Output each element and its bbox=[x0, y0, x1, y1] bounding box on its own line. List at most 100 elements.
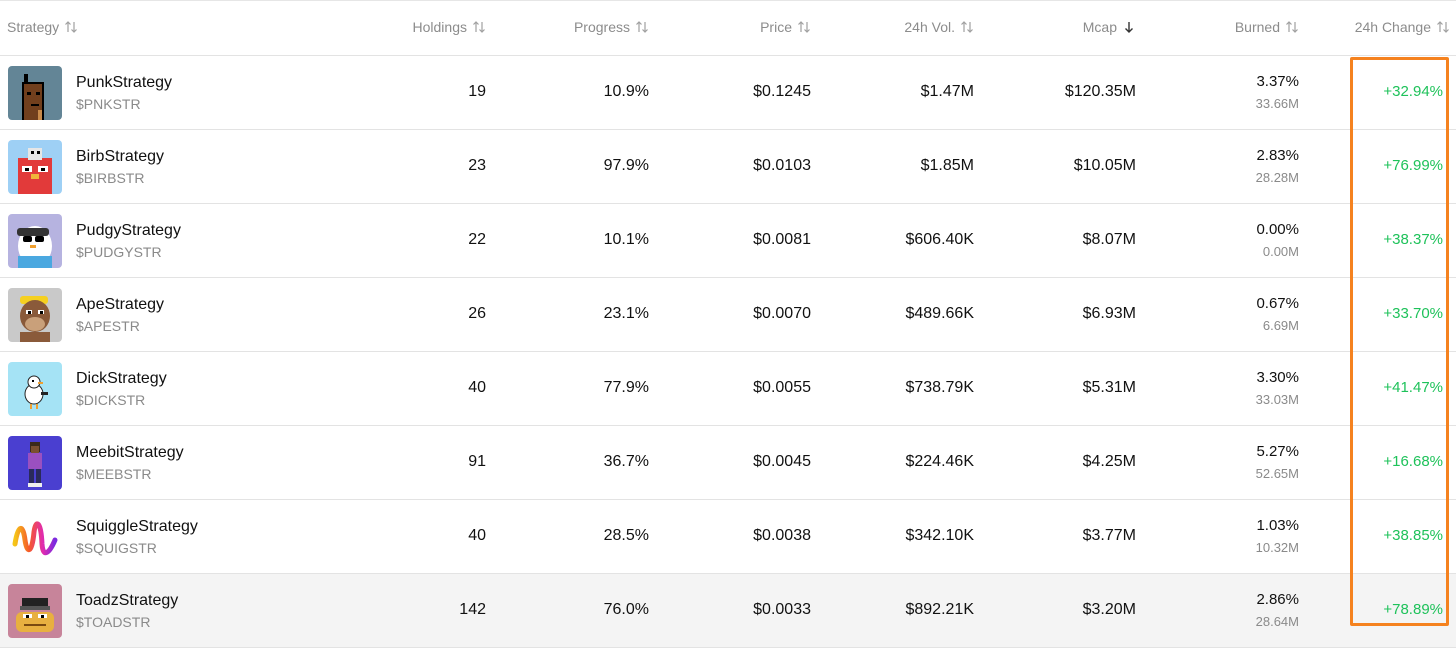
strategy-ticker: $PUDGYSTR bbox=[76, 244, 162, 260]
change-value: +33.70% bbox=[1383, 305, 1443, 322]
header-progress-label: Progress bbox=[573, 19, 630, 35]
strategy-ticker: $BIRBSTR bbox=[76, 170, 145, 186]
vol-value: $1.47M bbox=[920, 83, 974, 100]
burned-percent: 3.37% bbox=[1256, 73, 1299, 90]
header-mcap[interactable]: Mcap bbox=[1083, 19, 1136, 35]
table-header: Strategy Holdings Progress Price 24h Vol… bbox=[0, 0, 1456, 56]
sort-both-icon bbox=[473, 21, 485, 33]
holdings-value: 40 bbox=[468, 379, 486, 396]
vol-value: $606.40K bbox=[905, 231, 974, 248]
vol-value: $892.21K bbox=[905, 601, 974, 618]
vol-value: $224.46K bbox=[905, 453, 974, 470]
burned-amount: 10.32M bbox=[1255, 540, 1299, 555]
table-row[interactable]: BirbStrategy $BIRBSTR 23 97.9% $0.0103 $… bbox=[0, 130, 1456, 204]
strategy-name[interactable]: PudgyStrategy bbox=[76, 222, 181, 239]
table-row[interactable]: PudgyStrategy $PUDGYSTR 22 10.1% $0.0081… bbox=[0, 204, 1456, 278]
progress-value: 97.9% bbox=[603, 157, 649, 174]
strategy-name[interactable]: PunkStrategy bbox=[76, 74, 173, 91]
change-value: +32.94% bbox=[1383, 83, 1443, 100]
price-value: $0.1245 bbox=[753, 83, 811, 100]
header-vol-label: 24h Vol. bbox=[904, 19, 955, 35]
holdings-value: 26 bbox=[468, 305, 486, 322]
burned-percent: 2.86% bbox=[1256, 591, 1299, 608]
burned-percent: 0.00% bbox=[1256, 221, 1299, 238]
header-vol[interactable]: 24h Vol. bbox=[904, 19, 974, 35]
change-value: +38.85% bbox=[1383, 527, 1443, 544]
squiggle-avatar bbox=[8, 510, 62, 564]
table-row[interactable]: DickStrategy $DICKSTR 40 77.9% $0.0055 $… bbox=[0, 352, 1456, 426]
sort-both-icon bbox=[798, 21, 810, 33]
header-price[interactable]: Price bbox=[760, 19, 811, 35]
strategy-ticker: $MEEBSTR bbox=[76, 466, 152, 482]
change-value: +76.99% bbox=[1383, 157, 1443, 174]
dick-avatar bbox=[8, 362, 62, 416]
holdings-value: 19 bbox=[468, 83, 486, 100]
burned-amount: 33.66M bbox=[1255, 96, 1299, 111]
price-value: $0.0045 bbox=[753, 453, 811, 470]
progress-value: 36.7% bbox=[603, 453, 649, 470]
strategy-name[interactable]: BirbStrategy bbox=[76, 148, 165, 165]
header-change-label: 24h Change bbox=[1354, 19, 1431, 35]
price-value: $0.0081 bbox=[753, 231, 811, 248]
mcap-value: $4.25M bbox=[1082, 453, 1136, 470]
vol-value: $342.10K bbox=[905, 527, 974, 544]
header-progress[interactable]: Progress bbox=[574, 19, 649, 35]
ape-avatar bbox=[8, 288, 62, 342]
mcap-value: $3.20M bbox=[1082, 601, 1136, 618]
header-strategy[interactable]: Strategy bbox=[7, 19, 78, 35]
burned-amount: 28.28M bbox=[1255, 170, 1299, 185]
price-value: $0.0103 bbox=[753, 157, 811, 174]
burned-percent: 1.03% bbox=[1256, 517, 1299, 534]
header-burned[interactable]: Burned bbox=[1235, 19, 1299, 35]
holdings-value: 91 bbox=[468, 453, 486, 470]
burned-amount: 52.65M bbox=[1255, 466, 1299, 481]
burned-percent: 0.67% bbox=[1256, 295, 1299, 312]
strategy-ticker: $APESTR bbox=[76, 318, 140, 334]
price-value: $0.0070 bbox=[753, 305, 811, 322]
strategy-name[interactable]: ToadzStrategy bbox=[76, 592, 179, 609]
mcap-value: $120.35M bbox=[1064, 83, 1136, 100]
table-row[interactable]: PunkStrategy $PNKSTR 19 10.9% $0.1245 $1… bbox=[0, 56, 1456, 130]
vol-value: $738.79K bbox=[905, 379, 974, 396]
table-row[interactable]: ApeStrategy $APESTR 26 23.1% $0.0070 $48… bbox=[0, 278, 1456, 352]
sort-both-icon bbox=[636, 21, 648, 33]
price-value: $0.0033 bbox=[753, 601, 811, 618]
birb-avatar bbox=[8, 140, 62, 194]
mcap-value: $10.05M bbox=[1073, 157, 1136, 174]
price-value: $0.0038 bbox=[753, 527, 811, 544]
vol-value: $1.85M bbox=[920, 157, 974, 174]
header-change[interactable]: 24h Change bbox=[1355, 19, 1450, 35]
mcap-value: $3.77M bbox=[1082, 527, 1136, 544]
holdings-value: 22 bbox=[468, 231, 486, 248]
change-value: +78.89% bbox=[1383, 601, 1443, 618]
strategy-name[interactable]: DickStrategy bbox=[76, 370, 167, 387]
burned-percent: 3.30% bbox=[1256, 369, 1299, 386]
sort-both-icon bbox=[961, 21, 973, 33]
progress-value: 76.0% bbox=[603, 601, 649, 618]
toadz-avatar bbox=[8, 584, 62, 638]
change-value: +41.47% bbox=[1383, 379, 1443, 396]
vol-value: $489.66K bbox=[905, 305, 974, 322]
meebit-avatar bbox=[8, 436, 62, 490]
progress-value: 10.1% bbox=[603, 231, 649, 248]
strategy-name[interactable]: ApeStrategy bbox=[76, 296, 165, 313]
strategy-name[interactable]: MeebitStrategy bbox=[76, 444, 184, 461]
progress-value: 10.9% bbox=[603, 83, 649, 100]
header-mcap-label: Mcap bbox=[1082, 19, 1117, 35]
strategy-ticker: $DICKSTR bbox=[76, 392, 146, 408]
header-price-label: Price bbox=[760, 19, 792, 35]
burned-amount: 0.00M bbox=[1262, 244, 1299, 259]
holdings-value: 23 bbox=[468, 157, 486, 174]
mcap-value: $5.31M bbox=[1082, 379, 1136, 396]
table-row[interactable]: SquiggleStrategy $SQUIGSTR 40 28.5% $0.0… bbox=[0, 500, 1456, 574]
sort-both-icon bbox=[1437, 21, 1449, 33]
burned-percent: 5.27% bbox=[1256, 443, 1299, 460]
header-holdings[interactable]: Holdings bbox=[413, 19, 486, 35]
sort-down-icon bbox=[1125, 22, 1133, 33]
table-row[interactable]: ToadzStrategy $TOADSTR 142 76.0% $0.0033… bbox=[0, 574, 1456, 648]
progress-value: 28.5% bbox=[603, 527, 649, 544]
mcap-value: $6.93M bbox=[1082, 305, 1136, 322]
table-row[interactable]: MeebitStrategy $MEEBSTR 91 36.7% $0.0045… bbox=[0, 426, 1456, 500]
strategy-name[interactable]: SquiggleStrategy bbox=[76, 518, 198, 535]
progress-value: 77.9% bbox=[603, 379, 649, 396]
